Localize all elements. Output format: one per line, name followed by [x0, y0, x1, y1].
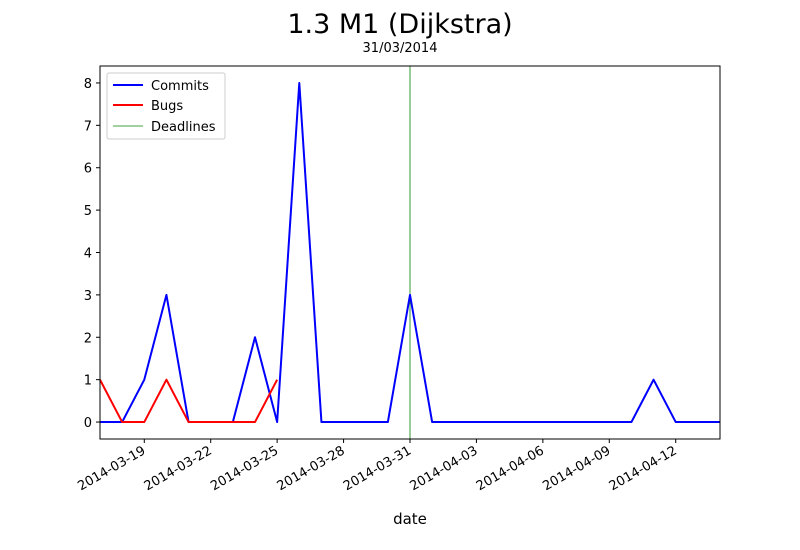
legend: Commits Bugs Deadlines	[106, 72, 226, 140]
x-tick-label: 2014-04-09	[540, 443, 613, 494]
y-tick-label: 3	[84, 289, 92, 304]
legend-box	[106, 72, 226, 140]
y-axis: 0 1 2 3 4 5 6 7 8	[84, 77, 100, 431]
y-tick-label: 1	[84, 374, 92, 389]
y-tick-label: 7	[84, 119, 92, 134]
series-line-bugs	[100, 378, 279, 424]
x-tick-label: 2014-04-12	[607, 443, 680, 494]
x-tick-label: 2014-03-22	[142, 443, 215, 494]
x-tick-label: 2014-03-31	[341, 443, 414, 494]
y-tick-label: 4	[84, 247, 92, 262]
y-tick-label: 8	[84, 77, 92, 92]
chart-subtitle: 31/03/2014	[363, 41, 438, 56]
x-axis: 2014-03-192014-03-222014-03-252014-03-28…	[75, 439, 680, 494]
y-tick-label: 6	[84, 162, 92, 177]
y-tick-label: 0	[84, 416, 92, 431]
legend-label-commits: Commits	[151, 79, 209, 94]
chart-title: 1.3 M1 (Dijkstra)	[287, 9, 512, 40]
x-axis-label: date	[393, 510, 427, 528]
x-tick-label: 2014-03-19	[75, 443, 148, 494]
x-tick-label: 2014-03-25	[208, 443, 281, 494]
legend-label-deadlines: Deadlines	[151, 120, 216, 135]
x-tick-label: 2014-04-06	[474, 443, 547, 494]
x-tick-label: 2014-04-03	[407, 443, 480, 494]
plot-area	[100, 66, 720, 439]
y-tick-label: 5	[84, 204, 92, 219]
x-tick-label: 2014-03-28	[275, 443, 348, 494]
y-tick-label: 2	[84, 331, 92, 346]
legend-label-bugs: Bugs	[151, 99, 183, 114]
